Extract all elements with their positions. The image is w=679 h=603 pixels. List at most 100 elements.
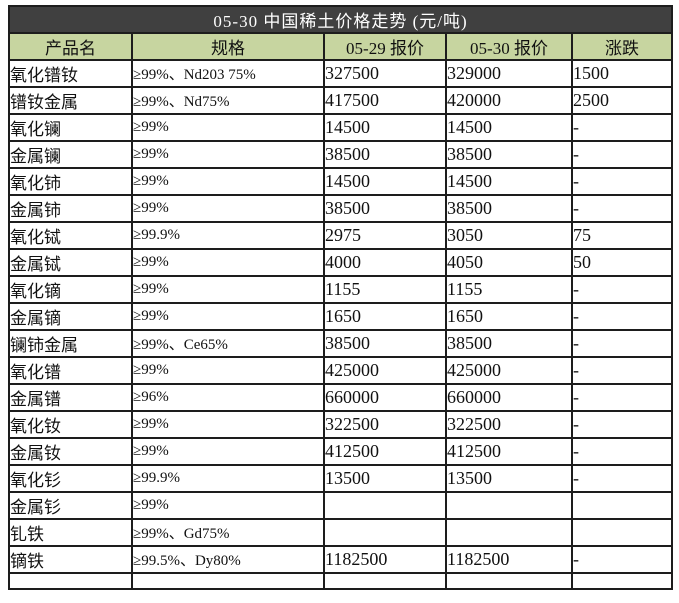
- title-row: 05-30 中国稀土价格走势 (元/吨): [7, 5, 674, 34]
- product-cell: 镧铈金属: [8, 329, 133, 358]
- change-cell: -: [570, 437, 674, 466]
- product-cell: 钆铁: [8, 518, 133, 547]
- spec-cell: ≥99%、Nd203 75%: [131, 59, 325, 88]
- change-cell: -: [570, 383, 674, 412]
- product-cell: 金属镝: [8, 302, 133, 331]
- price-0530-cell: 1650: [445, 302, 573, 331]
- price-0530-cell: 425000: [445, 356, 573, 385]
- spec-cell: ≥99%、Gd75%: [131, 518, 325, 547]
- price-0529-cell: 1155: [323, 275, 447, 304]
- spec-cell: ≥99%: [131, 140, 325, 169]
- product-cell: 金属镧: [8, 140, 133, 169]
- product-cell: 镝铁: [8, 545, 133, 574]
- change-cell: -: [570, 356, 674, 385]
- price-0529-cell: [323, 491, 447, 520]
- price-0530-cell: 1155: [445, 275, 573, 304]
- product-cell: 氧化钕: [8, 410, 133, 439]
- change-cell: -: [570, 410, 674, 439]
- price-0529-cell: 14500: [323, 113, 447, 142]
- header-row: 产品名 规格 05-29 报价 05-30 报价 涨跌: [8, 32, 674, 61]
- spec-cell: ≥99%: [131, 194, 325, 223]
- table-row: 镨钕金属 ≥99%、Nd75% 417500 420000 2500: [8, 86, 674, 115]
- price-0529-cell: 38500: [323, 194, 447, 223]
- table-row: 氧化镧 ≥99% 14500 14500-: [8, 113, 674, 142]
- table-row: 金属镨 ≥96% 660000 660000-: [8, 383, 674, 412]
- change-cell: -: [570, 329, 674, 358]
- price-0530-cell: 322500: [445, 410, 573, 439]
- table-row: 镧铈金属 ≥99%、Ce65% 38500 38500-: [8, 329, 674, 358]
- price-0530-cell: 38500: [445, 140, 573, 169]
- table-row: 氧化铽 ≥99.9% 2975 3050 75: [8, 221, 674, 250]
- price-0530-cell: 1182500: [445, 545, 573, 574]
- spec-cell: ≥99%: [131, 437, 325, 466]
- price-0529-cell: 14500: [323, 167, 447, 196]
- table-row: 氧化钕 ≥99% 322500 322500-: [8, 410, 674, 439]
- price-0530-cell: 4050: [445, 248, 573, 277]
- price-0529-cell: [323, 518, 447, 547]
- column-header-price-0530: 05-30 报价: [445, 32, 573, 61]
- product-cell: 金属铈: [8, 194, 133, 223]
- table-body: 氧化镨钕 ≥99%、Nd203 75% 327500 329000 1500 镨钕金属 ≥9…: [8, 59, 674, 590]
- price-0529-cell: 38500: [323, 329, 447, 358]
- table-row: 氧化钐 ≥99.9% 13500 13500-: [8, 464, 674, 493]
- spec-cell: ≥99.9%: [131, 221, 325, 250]
- table-row: 金属镝 ≥99% 1650 1650-: [8, 302, 674, 331]
- price-0529-cell: 1650: [323, 302, 447, 331]
- product-cell: 金属铽: [8, 248, 133, 277]
- column-header-price-0529: 05-29 报价: [323, 32, 447, 61]
- price-0529-cell: 2975: [323, 221, 447, 250]
- price-0529-cell: 13500: [323, 464, 447, 493]
- spec-cell: ≥99.9%: [131, 464, 325, 493]
- table-row: 氧化镝 ≥99% 1155 1155-: [8, 275, 674, 304]
- spec-cell: ≥99%: [131, 113, 325, 142]
- empty-cell: [323, 572, 447, 590]
- table-row: 镝铁 ≥99.5%、Dy80% 1182500 1182500-: [8, 545, 674, 574]
- price-0529-cell: 412500: [323, 437, 447, 466]
- price-0529-cell: 425000: [323, 356, 447, 385]
- column-header-spec: 规格: [131, 32, 325, 61]
- spec-cell: ≥99%、Nd75%: [131, 86, 325, 115]
- table-row: 氧化镨 ≥99% 425000 425000-: [8, 356, 674, 385]
- change-cell: 2500: [570, 86, 674, 115]
- change-cell: -: [570, 140, 674, 169]
- product-cell: 金属钕: [8, 437, 133, 466]
- product-cell: 金属镨: [8, 383, 133, 412]
- price-0530-cell: 660000: [445, 383, 573, 412]
- spec-cell: ≥99%: [131, 410, 325, 439]
- change-cell: -: [570, 302, 674, 331]
- price-0530-cell: 13500: [445, 464, 573, 493]
- change-cell: -: [570, 464, 674, 493]
- table-row: 金属铈 ≥99% 38500 38500-: [8, 194, 674, 223]
- empty-cell: [8, 572, 133, 590]
- column-header-product: 产品名: [8, 32, 133, 61]
- price-0530-cell: [445, 518, 573, 547]
- change-cell: -: [570, 113, 674, 142]
- change-cell: -: [570, 545, 674, 574]
- spec-cell: ≥99.5%、Dy80%: [131, 545, 325, 574]
- change-cell: 1500: [570, 59, 674, 88]
- price-0529-cell: 327500: [323, 59, 447, 88]
- partial-row: [8, 572, 674, 590]
- product-cell: 氧化镝: [8, 275, 133, 304]
- product-cell: 镨钕金属: [8, 86, 133, 115]
- product-cell: 氧化铈: [8, 167, 133, 196]
- spec-cell: ≥99%、Ce65%: [131, 329, 325, 358]
- empty-cell: [570, 572, 674, 590]
- product-cell: 氧化镧: [8, 113, 133, 142]
- price-0530-cell: [445, 491, 573, 520]
- spec-cell: ≥99%: [131, 491, 325, 520]
- price-0529-cell: 660000: [323, 383, 447, 412]
- price-0530-cell: 38500: [445, 194, 573, 223]
- product-cell: 氧化钐: [8, 464, 133, 493]
- product-cell: 金属钐: [8, 491, 133, 520]
- rare-earth-price-table: 05-30 中国稀土价格走势 (元/吨) 产品名 规格 05-29 报价 05-…: [7, 5, 674, 590]
- price-0530-cell: 420000: [445, 86, 573, 115]
- column-header-change: 涨跌: [570, 32, 674, 61]
- product-cell: 氧化铽: [8, 221, 133, 250]
- change-cell: -: [570, 167, 674, 196]
- empty-cell: [445, 572, 573, 590]
- change-cell: [570, 518, 674, 547]
- table-row: 钆铁 ≥99%、Gd75%: [8, 518, 674, 547]
- table-title: 05-30 中国稀土价格走势 (元/吨): [7, 5, 674, 34]
